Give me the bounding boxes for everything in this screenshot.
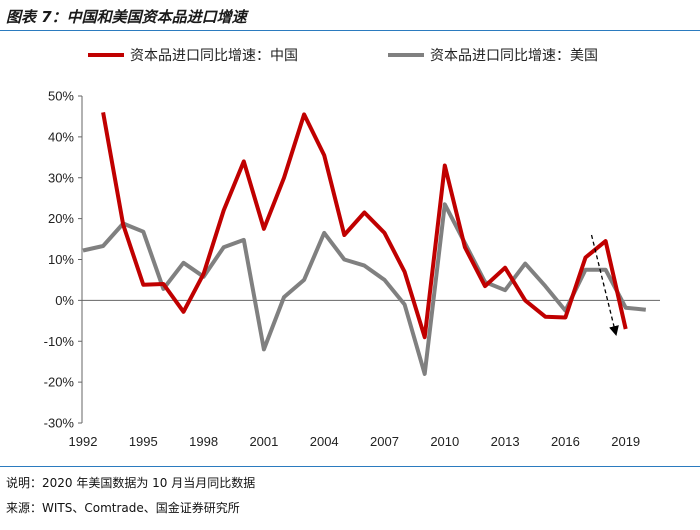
- top-rule: [0, 30, 700, 31]
- y-tick-label: -20%: [44, 375, 75, 390]
- legend-label-1: 资本品进口同比增速：中国: [130, 48, 298, 64]
- y-tick-label: 10%: [48, 252, 74, 267]
- y-tick-label: 20%: [48, 211, 74, 226]
- chart-source: 来源：WITS、Comtrade、国金证券研究所: [6, 501, 240, 515]
- x-tick-label: 2001: [249, 434, 278, 449]
- y-tick-label: -30%: [44, 416, 75, 431]
- x-tick-label: 2016: [551, 434, 580, 449]
- x-tick-label: 2019: [611, 434, 640, 449]
- chart-note: 说明：2020 年美国数据为 10 月当月同比数据: [6, 476, 256, 490]
- x-tick-label: 2010: [430, 434, 459, 449]
- series-line-us: [82, 202, 647, 376]
- line-chart: 资本品进口同比增速：中国 资本品进口同比增速：美国 50% 40% 30% 20% 10%…: [44, 48, 660, 449]
- figure-title: 图表 7：中国和美国资本品进口增速: [6, 8, 247, 26]
- x-tick-label: 2013: [491, 434, 520, 449]
- trend-arrow: [590, 234, 619, 336]
- y-tick-label: 40%: [48, 129, 74, 144]
- x-tick-label: 1998: [189, 434, 218, 449]
- x-tick-label: 1995: [129, 434, 158, 449]
- y-tick-label: 50%: [48, 89, 74, 104]
- x-tick-label: 2004: [310, 434, 339, 449]
- y-tick-label: 30%: [48, 170, 74, 185]
- y-tick-label: 0%: [55, 293, 74, 308]
- bottom-rule: [0, 466, 700, 467]
- y-tick-label: -10%: [44, 334, 75, 349]
- x-tick-label: 2007: [370, 434, 399, 449]
- x-tick-label: 1992: [69, 434, 98, 449]
- series-line-china: [101, 112, 628, 340]
- legend-label-2: 资本品进口同比增速：美国: [430, 48, 598, 64]
